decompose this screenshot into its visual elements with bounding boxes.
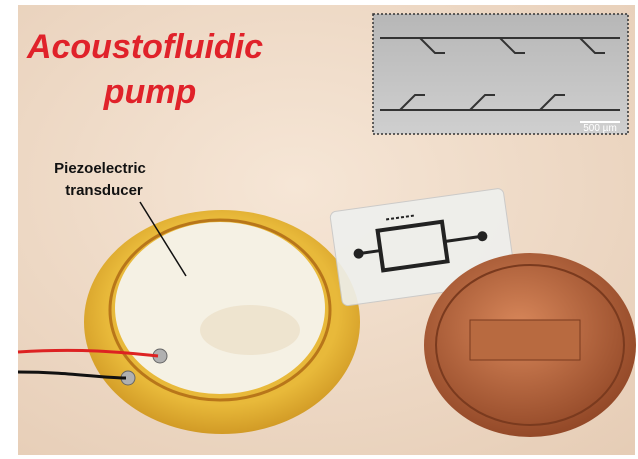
inset-micrograph: 500 µm (372, 13, 629, 135)
label-line: Piezoelectric (54, 160, 146, 177)
scale-bar-label: 500 µm (583, 123, 617, 134)
leader-line (139, 201, 187, 277)
piezo-disc (84, 210, 360, 434)
title-line: Acoustofluidic (26, 28, 263, 66)
label-line: transducer (65, 182, 143, 199)
title-line: pump (103, 73, 197, 111)
wires (17, 348, 159, 380)
penny (424, 253, 636, 437)
